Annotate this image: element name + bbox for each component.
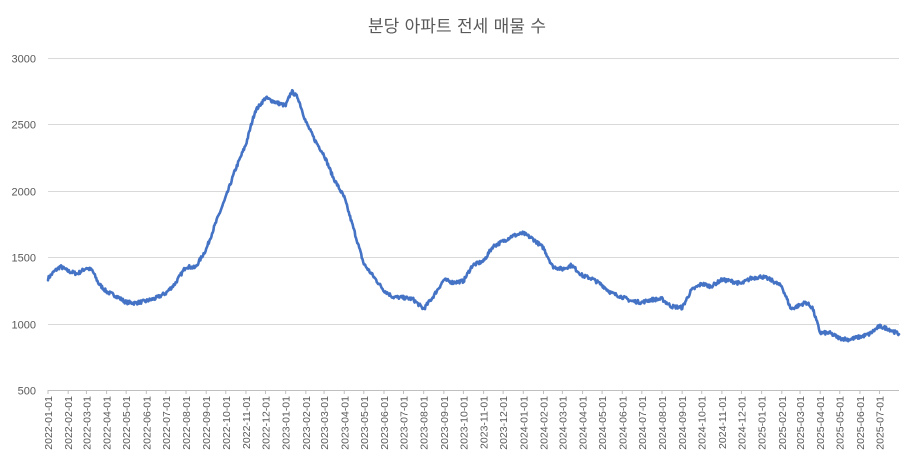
x-tick-label: 2023-06-01	[379, 396, 391, 450]
x-tick-label: 2025-03-01	[795, 396, 807, 450]
x-tick-label: 2024-01-01	[518, 396, 530, 450]
x-tick-label: 2023-01-01	[281, 396, 293, 450]
x-tick-label: 2023-07-01	[399, 396, 411, 450]
y-tick-label: 3000	[12, 54, 36, 66]
x-tick-label: 2024-07-01	[637, 396, 649, 450]
x-tick-label: 2024-06-01	[617, 396, 629, 450]
x-tick-label: 2023-03-01	[319, 396, 331, 450]
series-layer	[46, 88, 901, 343]
x-tick-label: 2023-04-01	[339, 396, 351, 450]
x-tick-label: 2022-07-01	[161, 396, 173, 450]
x-tick-label: 2024-02-01	[539, 396, 551, 450]
x-tick-label: 2023-11-01	[479, 396, 491, 449]
y-tick-label: 1500	[12, 253, 36, 265]
y-tick-label: 500	[18, 386, 36, 398]
x-tick-label: 2023-05-01	[359, 396, 371, 450]
x-tick-label: 2024-09-01	[677, 396, 689, 450]
x-tick-label: 2022-04-01	[102, 396, 114, 450]
x-tick-label: 2024-10-01	[697, 396, 709, 450]
x-tick-label: 2025-01-01	[757, 396, 769, 450]
x-tick-label: 2024-04-01	[578, 396, 590, 450]
x-tick-label: 2022-10-01	[221, 396, 233, 450]
x-tick-label: 2023-10-01	[458, 396, 470, 450]
x-tick-label: 2025-05-01	[835, 396, 847, 450]
x-tick-label: 2022-08-01	[181, 396, 193, 450]
x-tick-label: 2024-03-01	[557, 396, 569, 450]
y-tick-label: 2000	[12, 187, 36, 199]
series-line	[46, 88, 901, 343]
x-tick-label: 2025-06-01	[855, 396, 867, 450]
x-tick-label: 2024-12-01	[736, 396, 748, 450]
x-tick-label: 2023-09-01	[439, 396, 451, 450]
x-tick-label: 2025-04-01	[815, 396, 827, 450]
x-tick-label: 2022-09-01	[201, 396, 213, 450]
x-tick-label: 2024-05-01	[597, 396, 609, 450]
x-tick-label: 2022-05-01	[121, 396, 133, 450]
x-tick-label: 2022-01-01	[43, 396, 55, 450]
x-axis: 2022-01-01 2022-02-01 2022-03-01 2022-04-01…	[43, 390, 887, 450]
x-tick-label: 2025-02-01	[777, 396, 789, 450]
y-axis: 500 1000 1500 2000 2500 3000	[12, 54, 36, 398]
x-tick-label: 2022-12-01	[261, 396, 273, 450]
x-tick-label: 2022-02-01	[63, 396, 75, 450]
x-tick-label: 2023-02-01	[301, 396, 313, 450]
x-tick-label: 2024-08-01	[657, 396, 669, 450]
y-tick-label: 1000	[12, 320, 36, 332]
x-tick-label: 2023-08-01	[419, 396, 431, 450]
grid-layer	[48, 58, 899, 391]
y-tick-label: 2500	[12, 120, 36, 132]
chart-title: 분당 아파트 전세 매물 수	[368, 17, 546, 37]
x-tick-label: 2022-06-01	[141, 396, 153, 450]
x-tick-label: 2024-11-01	[717, 396, 729, 449]
x-tick-label: 2022-03-01	[81, 396, 93, 450]
x-tick-label: 2022-11-01	[241, 396, 253, 449]
x-tick-label: 2023-12-01	[498, 396, 510, 450]
x-tick-label: 2025-07-01	[875, 396, 887, 450]
